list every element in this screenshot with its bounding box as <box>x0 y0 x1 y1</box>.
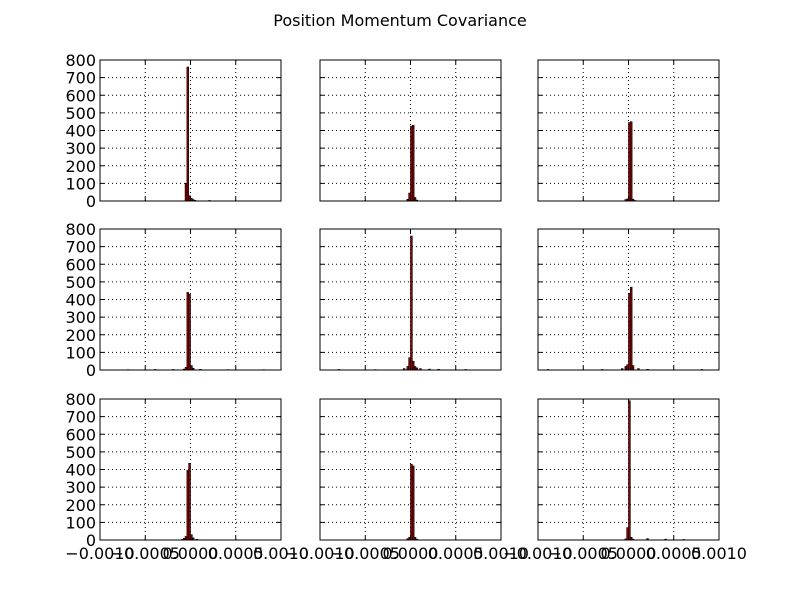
x-tick-label: 0.0005 <box>428 544 484 563</box>
x-tick-label: 0.0010 <box>473 544 529 563</box>
chart-title: Position Momentum Covariance <box>273 11 526 30</box>
x-tick-label: 0.0005 <box>646 544 702 563</box>
axes-frame <box>537 59 720 202</box>
x-tick-label: 0.0010 <box>253 544 309 563</box>
y-tick-label: 700 <box>65 238 96 257</box>
subplot-r2c2 <box>319 228 502 371</box>
y-tick-label: 800 <box>65 390 96 409</box>
y-tick-label: 100 <box>65 343 96 362</box>
x-tick-label: −0.0010 <box>503 544 572 563</box>
histogram-bar <box>628 400 631 541</box>
histogram-bar <box>410 235 413 371</box>
y-tick-label: 0 <box>86 192 96 211</box>
subplot-r2c3 <box>537 228 720 371</box>
y-tick-label: 300 <box>65 308 96 327</box>
histogram-bar <box>630 121 633 202</box>
y-tick-label: 100 <box>65 174 96 193</box>
axes-frame <box>99 398 282 541</box>
subplot-grid: 0100200300400500600700800010020030040050… <box>65 51 747 563</box>
y-tick-label: 700 <box>65 69 96 88</box>
y-tick-label: 200 <box>65 157 96 176</box>
histogram-bar <box>188 293 191 371</box>
x-tick-label: 0.0005 <box>208 544 264 563</box>
x-tick-label: −0.0005 <box>111 544 180 563</box>
y-tick-label: 400 <box>65 122 96 141</box>
x-tick-label: 0.0000 <box>163 544 219 563</box>
x-tick-label: 0.0000 <box>601 544 657 563</box>
y-tick-label: 0 <box>86 531 96 550</box>
y-tick-label: 500 <box>65 443 96 462</box>
histogram-bar <box>412 124 415 202</box>
axes-frame <box>99 59 282 202</box>
y-tick-label: 800 <box>65 220 96 239</box>
y-tick-label: 600 <box>65 255 96 274</box>
subplot-r1c2 <box>319 59 502 202</box>
histogram-bar <box>188 463 191 541</box>
histogram-bar <box>412 465 415 541</box>
histogram-bar <box>186 66 189 202</box>
x-tick-label: −0.0010 <box>65 544 134 563</box>
y-tick-label: 500 <box>65 104 96 123</box>
y-tick-label: 500 <box>65 273 96 292</box>
y-tick-label: 600 <box>65 425 96 444</box>
axes-frame <box>537 398 720 541</box>
axes-frame <box>319 59 502 202</box>
histogram-bar <box>630 286 633 371</box>
y-tick-label: 300 <box>65 478 96 497</box>
x-tick-label: −0.0005 <box>549 544 618 563</box>
axes-frame <box>537 228 720 371</box>
y-tick-label: 400 <box>65 291 96 310</box>
subplot-r1c3 <box>537 59 720 202</box>
x-tick-label: −0.0005 <box>331 544 400 563</box>
y-tick-label: 600 <box>65 86 96 105</box>
y-tick-label: 200 <box>65 326 96 345</box>
axes-frame <box>319 228 502 371</box>
axes-frame <box>99 228 282 371</box>
y-tick-label: 400 <box>65 461 96 480</box>
x-tick-label: 0.0000 <box>383 544 439 563</box>
axes-frame <box>319 398 502 541</box>
y-tick-label: 800 <box>65 51 96 70</box>
histogram-bar <box>631 365 635 371</box>
x-tick-label: −0.0010 <box>285 544 354 563</box>
subplot-r3c1: 0100200300400500600700800−0.0010−0.00050… <box>65 390 309 563</box>
y-tick-label: 300 <box>65 139 96 158</box>
y-tick-label: 100 <box>65 513 96 532</box>
x-tick-label: 0.0010 <box>691 544 747 563</box>
y-tick-label: 700 <box>65 408 96 427</box>
y-tick-label: 0 <box>86 361 96 380</box>
y-tick-label: 200 <box>65 496 96 515</box>
